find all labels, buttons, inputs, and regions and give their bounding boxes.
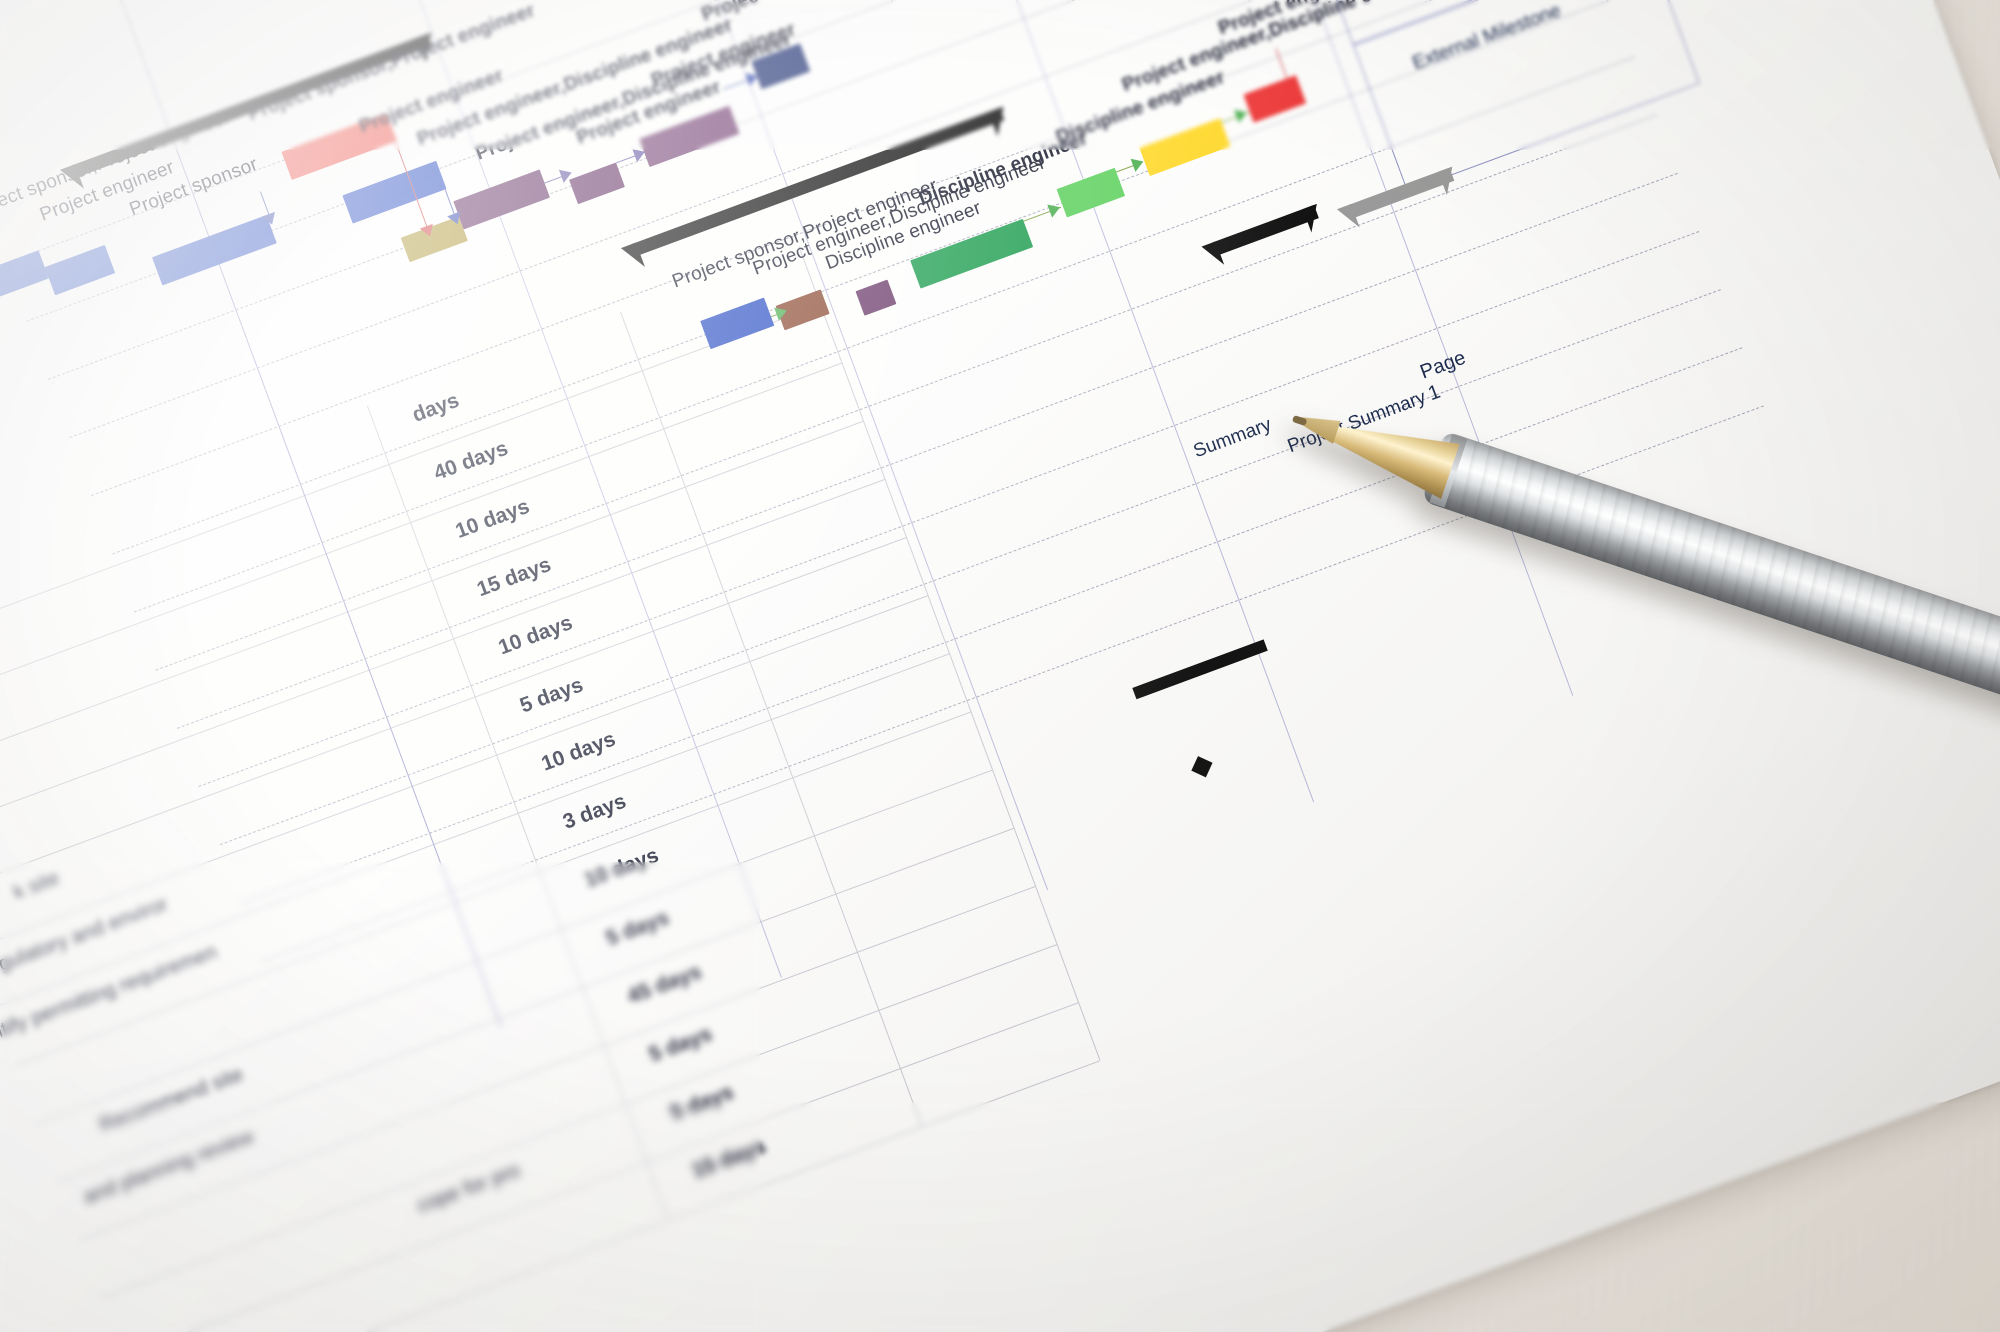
row-guide	[241, 347, 1743, 904]
dependency-arrowhead-icon	[1234, 105, 1250, 123]
gantt-bar	[700, 297, 775, 350]
gantt-bar	[569, 162, 625, 205]
resource-label: Project sponsor,Project engineer	[699, 0, 992, 27]
pen-nib	[1291, 414, 1308, 427]
summary-bar-cap-right	[988, 106, 1013, 137]
gantt-bar	[0, 250, 49, 302]
gantt-bar	[152, 215, 277, 286]
dependency-link	[259, 191, 271, 217]
gantt-bar	[855, 279, 897, 316]
dependency-arrowhead-icon	[261, 211, 279, 228]
gantt-bar	[342, 160, 447, 224]
row-guide	[219, 289, 1721, 846]
gantt-bar	[1056, 167, 1126, 218]
pen-tip	[1295, 408, 1341, 443]
gantt-bar	[44, 244, 116, 296]
gantt-bar	[1139, 118, 1231, 177]
